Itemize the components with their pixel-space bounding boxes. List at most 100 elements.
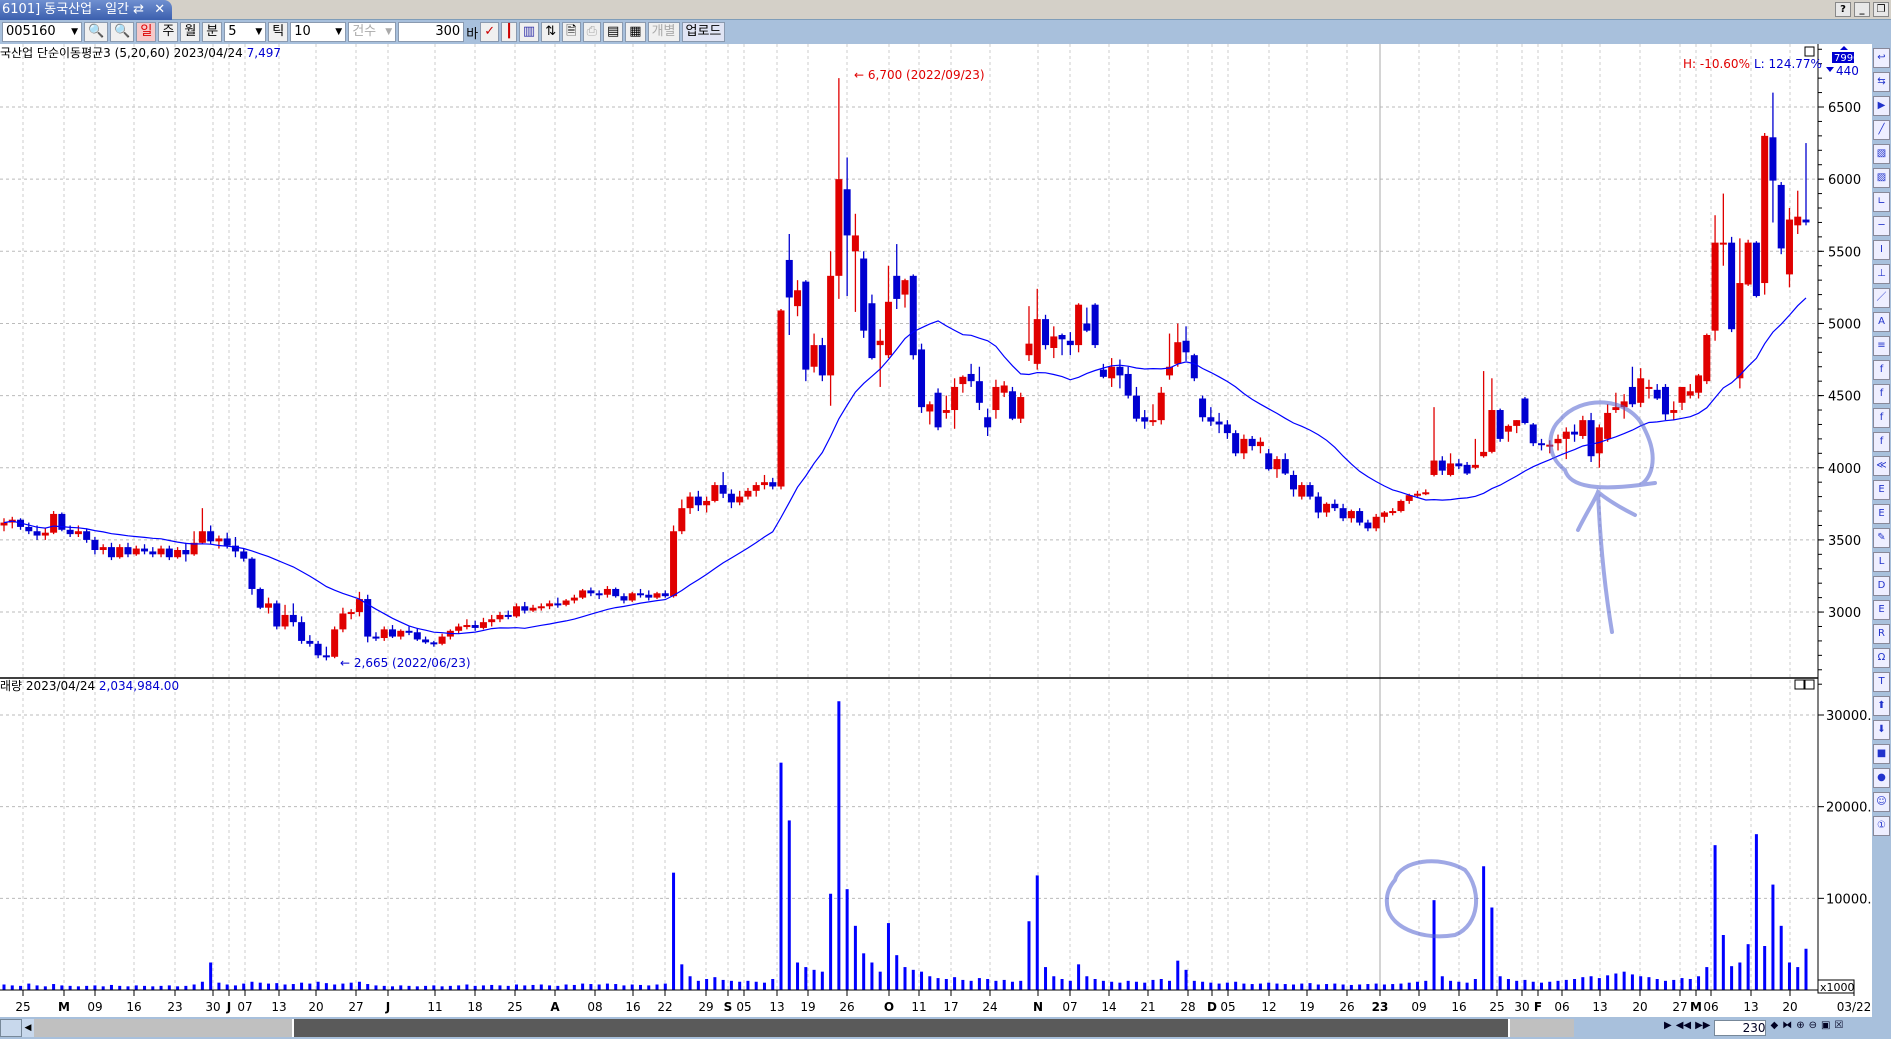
- drawing-tool-icon[interactable]: ╱: [1873, 120, 1890, 140]
- drawing-tool-icon[interactable]: ≪: [1873, 456, 1890, 476]
- link-icon[interactable]: ⇄: [133, 2, 145, 17]
- candle: [1670, 401, 1678, 421]
- drawing-tool-icon[interactable]: ↩: [1873, 48, 1890, 68]
- candle: [554, 597, 562, 608]
- chart-svg[interactable]: 6500 6000 5500 5000 4500 4000 3500 3000 30000.0…: [0, 34, 1888, 1017]
- drawing-tool-icon[interactable]: L: [1873, 552, 1890, 572]
- close-panel-button[interactable]: [1804, 679, 1815, 690]
- volume-bar: [465, 984, 469, 990]
- scroll-thumb[interactable]: [292, 1019, 1510, 1037]
- volume-bar: [407, 985, 411, 990]
- menu-icon[interactable]: [0, 1019, 22, 1037]
- scroll-track-right[interactable]: [1510, 1019, 1574, 1037]
- count-select[interactable]: 건수 ▼: [348, 22, 397, 42]
- volume-bar: [27, 983, 31, 990]
- drawing-tool-icon[interactable]: T: [1873, 672, 1890, 692]
- drawing-tool-icon[interactable]: ✎: [1873, 528, 1890, 548]
- drawing-tool-icon[interactable]: Ω: [1873, 648, 1890, 668]
- shrink-icon[interactable]: ⧓: [1782, 1020, 1793, 1031]
- drawing-tool-icon[interactable]: ▶: [1873, 96, 1890, 116]
- drawing-tool-icon[interactable]: ─: [1873, 216, 1890, 236]
- candle-body: [884, 301, 892, 356]
- candle: [430, 640, 438, 647]
- candle-chart-icon[interactable]: ┃: [501, 22, 517, 42]
- zoom-count-input[interactable]: 230: [1714, 1020, 1767, 1036]
- volume-bar: [1606, 975, 1610, 990]
- drawing-tool-icon[interactable]: ①: [1873, 816, 1890, 836]
- drawing-tool-icon[interactable]: f: [1873, 432, 1890, 452]
- period-minute-button[interactable]: 분: [202, 22, 223, 42]
- volume-bar: [705, 979, 709, 990]
- window-tab[interactable]: 6101] 동국산업 - 일간 ⇄ ✕: [0, 0, 172, 20]
- candle: [1124, 366, 1132, 399]
- minimize-panel-button[interactable]: [1794, 679, 1805, 690]
- drawing-tool-icon[interactable]: f: [1873, 360, 1890, 380]
- drawing-tool-icon[interactable]: ⬇: [1873, 720, 1890, 740]
- drawing-tool-icon[interactable]: A: [1873, 312, 1890, 332]
- close-icon[interactable]: ✕: [154, 2, 166, 17]
- date-tick-label: 28: [1180, 1000, 1195, 1014]
- zoom-out-icon[interactable]: ⊖: [1808, 1020, 1817, 1031]
- scroll-up-icon[interactable]: [1840, 46, 1848, 50]
- drawing-tool-icon[interactable]: E: [1873, 480, 1890, 500]
- updown-icon[interactable]: ⇅: [541, 22, 561, 42]
- export-icon[interactable]: ▤: [602, 22, 624, 42]
- drawing-tool-icon[interactable]: ▧: [1873, 144, 1890, 164]
- chart-scrollbar[interactable]: ◀ ▶ ◀◀ ▶▶ 230 ◆ ⧓ ⊕ ⊖ ▣ ☒: [0, 1017, 1872, 1039]
- drawing-tool-icon[interactable]: f: [1873, 408, 1890, 428]
- search-pin-button[interactable]: 🔍: [110, 22, 135, 42]
- rewind-icon[interactable]: ◀◀: [1675, 1020, 1692, 1031]
- help-button[interactable]: ?: [1835, 2, 1851, 17]
- drawing-tool-icon[interactable]: ●: [1873, 768, 1890, 788]
- period-week-button[interactable]: 주: [158, 22, 179, 42]
- drawing-tool-icon[interactable]: ／: [1873, 288, 1890, 308]
- scroll-track-left[interactable]: [34, 1019, 292, 1037]
- check-chart-icon[interactable]: ✓: [480, 22, 500, 42]
- drawing-tool-icon[interactable]: ⊥: [1873, 264, 1890, 284]
- drawing-tool-icon[interactable]: ∟: [1873, 192, 1890, 212]
- restore-button[interactable]: ❐: [1873, 2, 1889, 17]
- bar-chart-icon[interactable]: ▥: [518, 22, 540, 42]
- tick-select[interactable]: 10 ▼: [290, 22, 347, 42]
- forward-icon[interactable]: ▶▶: [1695, 1020, 1711, 1031]
- drawing-tool-icon[interactable]: ■: [1873, 744, 1890, 764]
- drawing-tool-icon[interactable]: ⬆: [1873, 696, 1890, 716]
- reset-icon[interactable]: ☒: [1834, 1020, 1844, 1031]
- count-input[interactable]: 300: [398, 22, 465, 42]
- print-icon[interactable]: ⎙: [582, 22, 601, 42]
- minimize-button[interactable]: _: [1854, 2, 1870, 17]
- drawing-tool-icon[interactable]: E: [1873, 504, 1890, 524]
- search-button[interactable]: 🔍: [84, 22, 109, 42]
- upload-button[interactable]: 업로드: [681, 22, 726, 42]
- document-icon[interactable]: 🗎: [562, 22, 581, 42]
- grid-icon[interactable]: ▦: [625, 22, 646, 42]
- stock-code-select[interactable]: 005160 ▼: [2, 22, 82, 42]
- drawing-tool-icon[interactable]: ▨: [1873, 168, 1890, 188]
- tick-button[interactable]: 틱: [268, 22, 289, 42]
- scroll-down-icon[interactable]: [1826, 67, 1834, 72]
- drawing-tool-icon[interactable]: R: [1873, 624, 1890, 644]
- fit-icon[interactable]: ▣: [1820, 1020, 1831, 1031]
- drawing-tool-icon[interactable]: I: [1873, 240, 1890, 260]
- maximize-panel-button[interactable]: [1804, 46, 1815, 57]
- zoom-in-icon[interactable]: ⊕: [1796, 1020, 1805, 1031]
- drawing-tool-icon[interactable]: ☺: [1873, 792, 1890, 812]
- minute-select[interactable]: 5 ▼: [224, 22, 267, 42]
- drawing-tool-icon[interactable]: D: [1873, 576, 1890, 596]
- volume-bar: [1415, 981, 1419, 990]
- drawing-tool-icon[interactable]: ⇆: [1873, 72, 1890, 92]
- volume-bar: [1432, 900, 1436, 990]
- play-icon[interactable]: ▶: [1664, 1020, 1672, 1031]
- drawing-tool-icon[interactable]: f: [1873, 384, 1890, 404]
- candle-body: [1761, 135, 1769, 284]
- volume-bar: [638, 984, 642, 990]
- individual-button[interactable]: 개별: [647, 22, 680, 42]
- period-day-button[interactable]: 일: [136, 22, 157, 42]
- drawing-tool-icon[interactable]: ≡: [1873, 336, 1890, 356]
- expand-icon[interactable]: ◆: [1770, 1020, 1779, 1031]
- scroll-left-icon[interactable]: ◀: [22, 1019, 34, 1037]
- candle-body: [1116, 366, 1124, 376]
- drawing-tool-icon[interactable]: E: [1873, 600, 1890, 620]
- period-month-button[interactable]: 월: [180, 22, 201, 42]
- chart-area[interactable]: 6500 6000 5500 5000 4500 4000 3500 3000 30000.0…: [0, 34, 1888, 1017]
